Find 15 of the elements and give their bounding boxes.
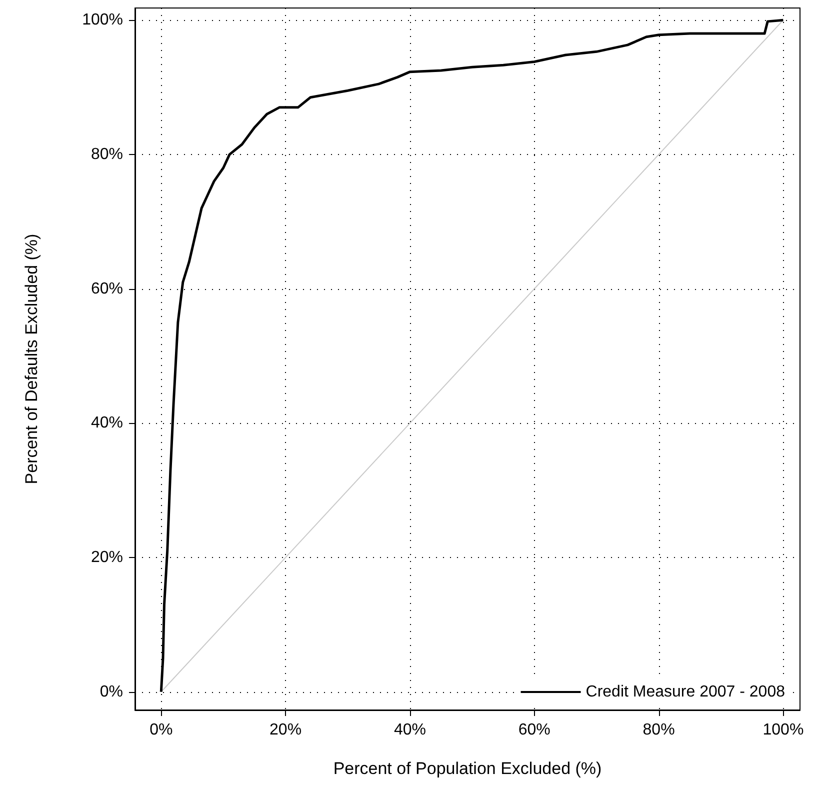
y-tick-label: 40% (90, 414, 123, 432)
y-axis-title: Percent of Defaults Excluded (%) (22, 234, 41, 484)
legend-label: Credit Measure 2007 - 2008 (586, 684, 786, 700)
y-tick-label: 60% (90, 280, 123, 298)
x-tick-label: 80% (642, 722, 675, 738)
y-tick-label: 0% (100, 683, 123, 700)
x-tick-label: 20% (270, 722, 302, 738)
x-tick-label: 60% (518, 722, 550, 738)
y-tick-label: 100% (82, 12, 123, 29)
x-tick-label: 100% (762, 722, 804, 738)
y-tick-label: 80% (90, 146, 123, 163)
x-tick-label: 0% (150, 722, 173, 738)
x-tick-label: 40% (394, 722, 426, 738)
y-tick-label: 20% (90, 549, 123, 566)
x-axis-title: Percent of Population Excluded (%) (333, 759, 602, 778)
